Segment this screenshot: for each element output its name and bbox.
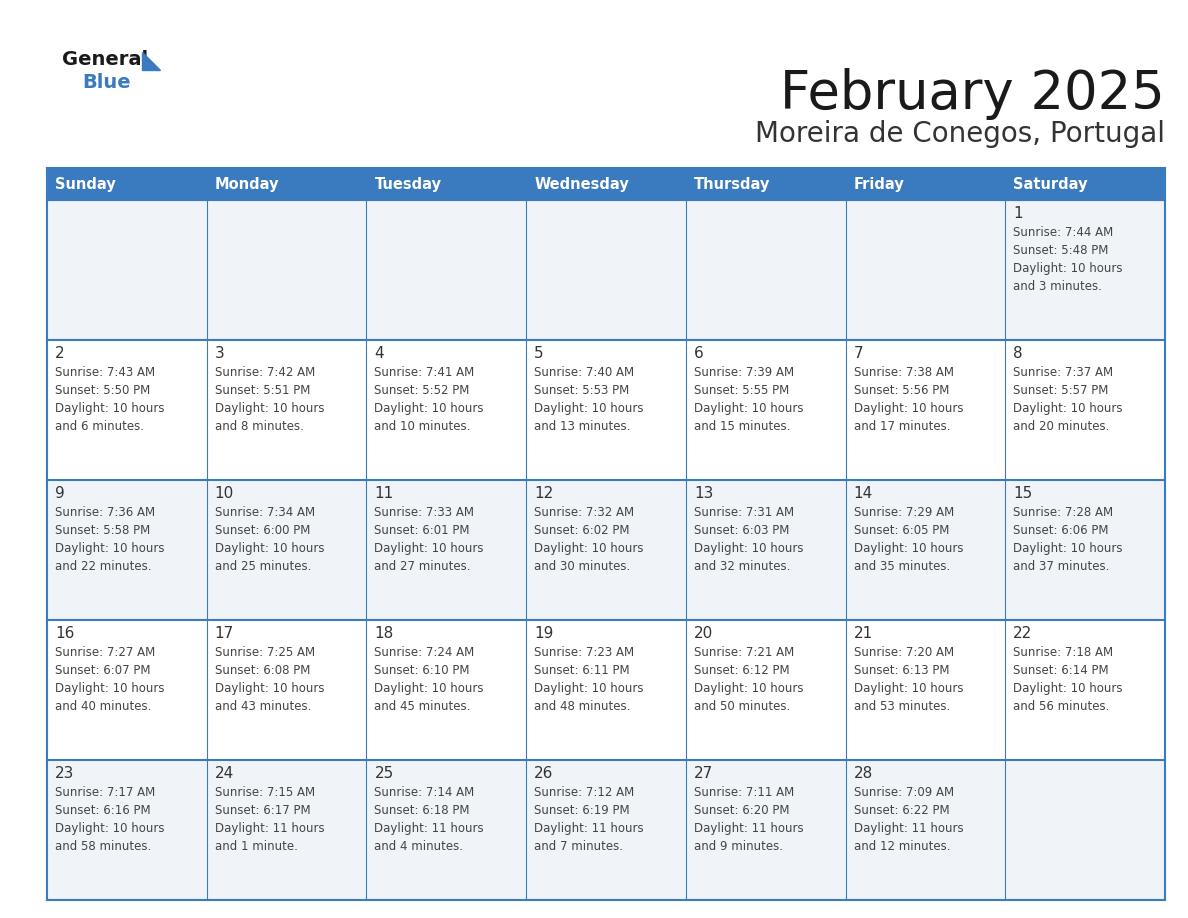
Text: Sunrise: 7:18 AM
Sunset: 6:14 PM
Daylight: 10 hours
and 56 minutes.: Sunrise: 7:18 AM Sunset: 6:14 PM Dayligh… [1013,646,1123,713]
Text: Saturday: Saturday [1013,176,1088,192]
Text: Sunrise: 7:41 AM
Sunset: 5:52 PM
Daylight: 10 hours
and 10 minutes.: Sunrise: 7:41 AM Sunset: 5:52 PM Dayligh… [374,366,484,433]
Text: Sunrise: 7:31 AM
Sunset: 6:03 PM
Daylight: 10 hours
and 32 minutes.: Sunrise: 7:31 AM Sunset: 6:03 PM Dayligh… [694,506,803,573]
Text: Sunrise: 7:20 AM
Sunset: 6:13 PM
Daylight: 10 hours
and 53 minutes.: Sunrise: 7:20 AM Sunset: 6:13 PM Dayligh… [853,646,963,713]
Text: 27: 27 [694,766,713,781]
Text: General: General [62,50,148,69]
Text: 6: 6 [694,346,703,361]
Text: 25: 25 [374,766,393,781]
Text: Sunrise: 7:43 AM
Sunset: 5:50 PM
Daylight: 10 hours
and 6 minutes.: Sunrise: 7:43 AM Sunset: 5:50 PM Dayligh… [55,366,164,433]
Text: Sunrise: 7:36 AM
Sunset: 5:58 PM
Daylight: 10 hours
and 22 minutes.: Sunrise: 7:36 AM Sunset: 5:58 PM Dayligh… [55,506,164,573]
Text: 15: 15 [1013,486,1032,501]
Text: Sunrise: 7:12 AM
Sunset: 6:19 PM
Daylight: 11 hours
and 7 minutes.: Sunrise: 7:12 AM Sunset: 6:19 PM Dayligh… [535,786,644,853]
Text: Monday: Monday [215,176,279,192]
Text: Sunrise: 7:39 AM
Sunset: 5:55 PM
Daylight: 10 hours
and 15 minutes.: Sunrise: 7:39 AM Sunset: 5:55 PM Dayligh… [694,366,803,433]
Bar [48,200,1165,340]
Text: Sunrise: 7:37 AM
Sunset: 5:57 PM
Daylight: 10 hours
and 20 minutes.: Sunrise: 7:37 AM Sunset: 5:57 PM Dayligh… [1013,366,1123,433]
Text: 8: 8 [1013,346,1023,361]
Text: 21: 21 [853,626,873,641]
Text: Tuesday: Tuesday [374,176,442,192]
Text: Sunrise: 7:24 AM
Sunset: 6:10 PM
Daylight: 10 hours
and 45 minutes.: Sunrise: 7:24 AM Sunset: 6:10 PM Dayligh… [374,646,484,713]
Text: 28: 28 [853,766,873,781]
Text: Sunrise: 7:09 AM
Sunset: 6:22 PM
Daylight: 11 hours
and 12 minutes.: Sunrise: 7:09 AM Sunset: 6:22 PM Dayligh… [853,786,963,853]
Text: Friday: Friday [853,176,904,192]
Text: Sunrise: 7:15 AM
Sunset: 6:17 PM
Daylight: 11 hours
and 1 minute.: Sunrise: 7:15 AM Sunset: 6:17 PM Dayligh… [215,786,324,853]
Text: 10: 10 [215,486,234,501]
Text: 1: 1 [1013,206,1023,221]
Text: 26: 26 [535,766,554,781]
Text: Sunrise: 7:28 AM
Sunset: 6:06 PM
Daylight: 10 hours
and 37 minutes.: Sunrise: 7:28 AM Sunset: 6:06 PM Dayligh… [1013,506,1123,573]
Bar [48,760,1165,900]
Text: 5: 5 [535,346,544,361]
Text: Sunrise: 7:29 AM
Sunset: 6:05 PM
Daylight: 10 hours
and 35 minutes.: Sunrise: 7:29 AM Sunset: 6:05 PM Dayligh… [853,506,963,573]
Text: Moreira de Conegos, Portugal: Moreira de Conegos, Portugal [756,120,1165,148]
Bar [48,168,1165,200]
Text: February 2025: February 2025 [781,68,1165,120]
Text: Sunrise: 7:11 AM
Sunset: 6:20 PM
Daylight: 11 hours
and 9 minutes.: Sunrise: 7:11 AM Sunset: 6:20 PM Dayligh… [694,786,803,853]
Text: Sunrise: 7:27 AM
Sunset: 6:07 PM
Daylight: 10 hours
and 40 minutes.: Sunrise: 7:27 AM Sunset: 6:07 PM Dayligh… [55,646,164,713]
Text: 20: 20 [694,626,713,641]
Text: Sunrise: 7:38 AM
Sunset: 5:56 PM
Daylight: 10 hours
and 17 minutes.: Sunrise: 7:38 AM Sunset: 5:56 PM Dayligh… [853,366,963,433]
Text: 2: 2 [55,346,64,361]
Text: Wednesday: Wednesday [535,176,628,192]
Text: Sunday: Sunday [55,176,115,192]
Polygon shape [143,52,160,70]
Text: 4: 4 [374,346,384,361]
Bar [48,480,1165,620]
Text: 3: 3 [215,346,225,361]
Bar [48,620,1165,760]
Text: 17: 17 [215,626,234,641]
Text: 7: 7 [853,346,864,361]
Text: Blue: Blue [82,73,131,92]
Text: Sunrise: 7:34 AM
Sunset: 6:00 PM
Daylight: 10 hours
and 25 minutes.: Sunrise: 7:34 AM Sunset: 6:00 PM Dayligh… [215,506,324,573]
Text: 12: 12 [535,486,554,501]
Text: 23: 23 [55,766,75,781]
Text: Thursday: Thursday [694,176,770,192]
Text: 13: 13 [694,486,713,501]
Text: 14: 14 [853,486,873,501]
Text: 9: 9 [55,486,65,501]
Text: 19: 19 [535,626,554,641]
Text: Sunrise: 7:42 AM
Sunset: 5:51 PM
Daylight: 10 hours
and 8 minutes.: Sunrise: 7:42 AM Sunset: 5:51 PM Dayligh… [215,366,324,433]
Text: 18: 18 [374,626,393,641]
Text: Sunrise: 7:25 AM
Sunset: 6:08 PM
Daylight: 10 hours
and 43 minutes.: Sunrise: 7:25 AM Sunset: 6:08 PM Dayligh… [215,646,324,713]
Text: Sunrise: 7:23 AM
Sunset: 6:11 PM
Daylight: 10 hours
and 48 minutes.: Sunrise: 7:23 AM Sunset: 6:11 PM Dayligh… [535,646,644,713]
Text: 16: 16 [55,626,75,641]
Text: Sunrise: 7:32 AM
Sunset: 6:02 PM
Daylight: 10 hours
and 30 minutes.: Sunrise: 7:32 AM Sunset: 6:02 PM Dayligh… [535,506,644,573]
Text: 11: 11 [374,486,393,501]
Text: Sunrise: 7:17 AM
Sunset: 6:16 PM
Daylight: 10 hours
and 58 minutes.: Sunrise: 7:17 AM Sunset: 6:16 PM Dayligh… [55,786,164,853]
Text: Sunrise: 7:40 AM
Sunset: 5:53 PM
Daylight: 10 hours
and 13 minutes.: Sunrise: 7:40 AM Sunset: 5:53 PM Dayligh… [535,366,644,433]
Text: Sunrise: 7:21 AM
Sunset: 6:12 PM
Daylight: 10 hours
and 50 minutes.: Sunrise: 7:21 AM Sunset: 6:12 PM Dayligh… [694,646,803,713]
Text: 24: 24 [215,766,234,781]
Text: 22: 22 [1013,626,1032,641]
Text: Sunrise: 7:33 AM
Sunset: 6:01 PM
Daylight: 10 hours
and 27 minutes.: Sunrise: 7:33 AM Sunset: 6:01 PM Dayligh… [374,506,484,573]
Text: Sunrise: 7:14 AM
Sunset: 6:18 PM
Daylight: 11 hours
and 4 minutes.: Sunrise: 7:14 AM Sunset: 6:18 PM Dayligh… [374,786,484,853]
Bar [48,340,1165,480]
Text: Sunrise: 7:44 AM
Sunset: 5:48 PM
Daylight: 10 hours
and 3 minutes.: Sunrise: 7:44 AM Sunset: 5:48 PM Dayligh… [1013,226,1123,293]
